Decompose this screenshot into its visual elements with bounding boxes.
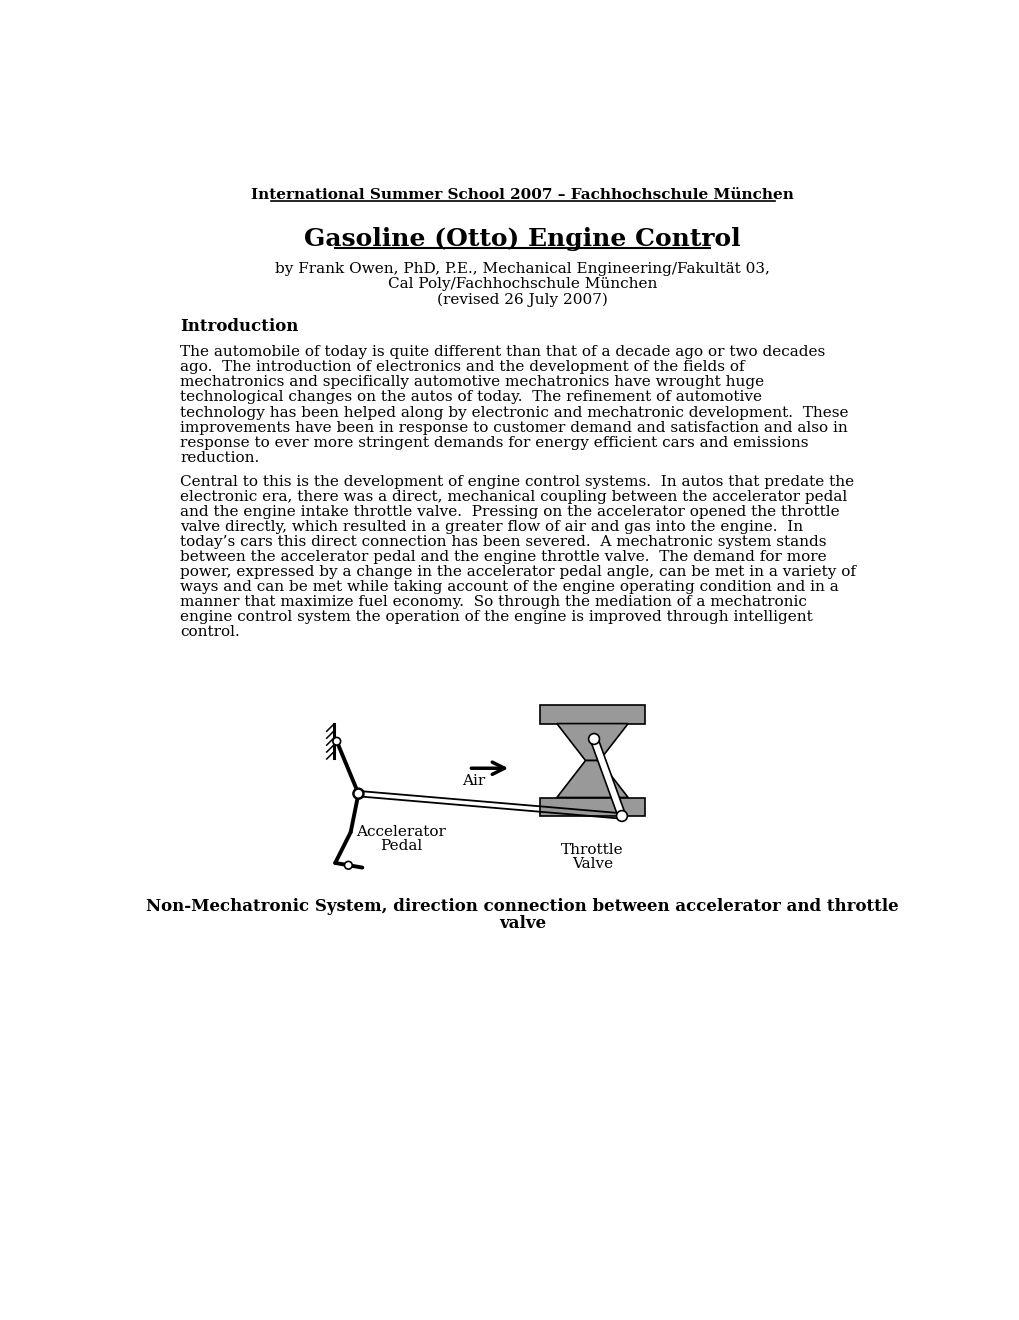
Circle shape: [354, 789, 363, 799]
Polygon shape: [590, 738, 625, 817]
Text: The automobile of today is quite different than that of a decade ago or two deca: The automobile of today is quite differe…: [180, 346, 824, 359]
Text: manner that maximize fuel economy.  So through the mediation of a mechatronic: manner that maximize fuel economy. So th…: [180, 595, 806, 609]
Text: control.: control.: [180, 624, 239, 639]
Text: Valve: Valve: [572, 857, 612, 871]
Text: and the engine intake throttle valve.  Pressing on the accelerator opened the th: and the engine intake throttle valve. Pr…: [180, 504, 839, 519]
Polygon shape: [556, 723, 628, 760]
Text: power, expressed by a change in the accelerator pedal angle, can be met in a var: power, expressed by a change in the acce…: [180, 565, 855, 579]
Text: International Summer School 2007 – Fachhochschule München: International Summer School 2007 – Fachh…: [251, 189, 794, 202]
Text: improvements have been in response to customer demand and satisfaction and also : improvements have been in response to cu…: [180, 421, 847, 434]
Text: Central to this is the development of engine control systems.  In autos that pre: Central to this is the development of en…: [180, 475, 854, 488]
Text: today’s cars this direct connection has been severed.  A mechatronic system stan: today’s cars this direct connection has …: [180, 535, 825, 549]
Circle shape: [344, 862, 352, 869]
FancyBboxPatch shape: [540, 797, 644, 816]
Circle shape: [353, 788, 364, 799]
FancyBboxPatch shape: [540, 705, 644, 723]
Text: mechatronics and specifically automotive mechatronics have wrought huge: mechatronics and specifically automotive…: [180, 375, 763, 389]
Text: technology has been helped along by electronic and mechatronic development.  The: technology has been helped along by elec…: [180, 405, 848, 420]
Text: electronic era, there was a direct, mechanical coupling between the accelerator : electronic era, there was a direct, mech…: [180, 490, 847, 504]
Text: engine control system the operation of the engine is improved through intelligen: engine control system the operation of t…: [180, 610, 812, 624]
Circle shape: [588, 734, 599, 744]
Text: by Frank Owen, PhD, P.E., Mechanical Engineering/Fakultät 03,: by Frank Owen, PhD, P.E., Mechanical Eng…: [275, 261, 769, 276]
Text: ago.  The introduction of electronics and the development of the fields of: ago. The introduction of electronics and…: [180, 360, 744, 375]
Text: technological changes on the autos of today.  The refinement of automotive: technological changes on the autos of to…: [180, 391, 761, 404]
Text: Accelerator: Accelerator: [356, 825, 445, 840]
Text: Air: Air: [462, 774, 485, 788]
Text: ways and can be met while taking account of the engine operating condition and i: ways and can be met while taking account…: [180, 579, 839, 594]
Text: valve: valve: [498, 915, 546, 932]
Circle shape: [332, 738, 340, 744]
Text: Cal Poly/Fachhochschule München: Cal Poly/Fachhochschule München: [387, 277, 657, 290]
Text: Throttle: Throttle: [560, 843, 624, 857]
Text: Non-Mechatronic System, direction connection between accelerator and throttle: Non-Mechatronic System, direction connec…: [147, 899, 898, 915]
Circle shape: [615, 810, 627, 821]
Text: (revised 26 July 2007): (revised 26 July 2007): [437, 292, 607, 306]
Text: between the accelerator pedal and the engine throttle valve.  The demand for mor: between the accelerator pedal and the en…: [180, 550, 826, 564]
Text: Introduction: Introduction: [180, 318, 299, 335]
Text: valve directly, which resulted in a greater flow of air and gas into the engine.: valve directly, which resulted in a grea…: [180, 520, 803, 533]
Text: Pedal: Pedal: [380, 840, 422, 853]
Text: Gasoline (Otto) Engine Control: Gasoline (Otto) Engine Control: [304, 227, 741, 251]
Text: response to ever more stringent demands for energy efficient cars and emissions: response to ever more stringent demands …: [180, 436, 808, 450]
Polygon shape: [556, 760, 628, 797]
Text: reduction.: reduction.: [180, 450, 259, 465]
